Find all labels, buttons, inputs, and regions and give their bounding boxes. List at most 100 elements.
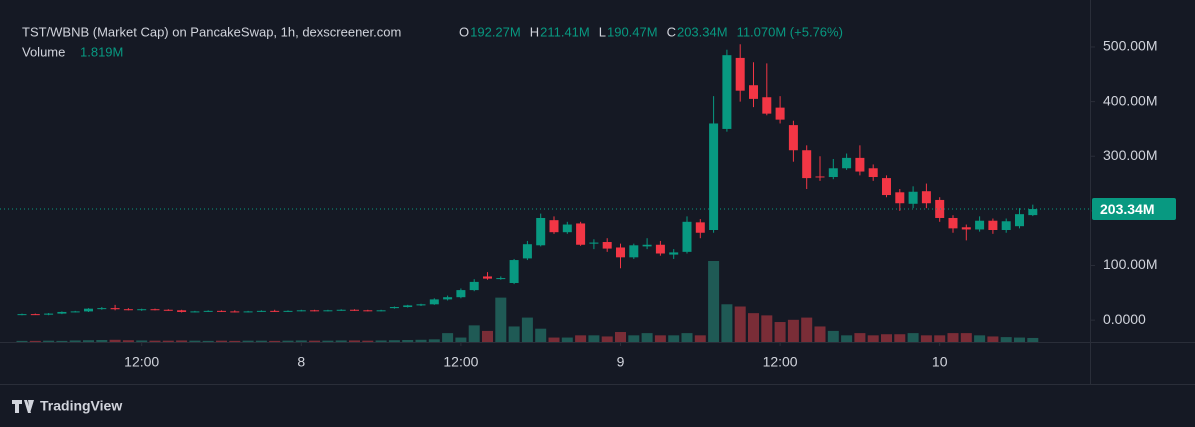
volume-bar (734, 306, 746, 342)
volume-bar (748, 313, 759, 342)
candle-body (842, 157, 852, 169)
volume-bar (56, 340, 68, 342)
candle-body (150, 309, 160, 311)
candle-body (190, 311, 200, 313)
volume-bar (668, 335, 680, 342)
volume-bar (1027, 337, 1039, 342)
candle-body (562, 224, 572, 233)
volume-bar (920, 335, 932, 342)
volume-bar (881, 334, 892, 342)
volume-bar (335, 340, 347, 342)
x-tick-label: 9 (617, 354, 625, 370)
candle-body (363, 310, 373, 312)
candle-body (44, 313, 54, 315)
candle-body (123, 309, 133, 311)
candle-body (828, 168, 838, 178)
candle-body (243, 311, 253, 313)
candle-body (270, 310, 280, 312)
y-tick-label: 0.0000 (1103, 311, 1146, 327)
candle-body (536, 217, 546, 246)
candle-body (350, 309, 359, 311)
y-tick-label: 400.00M (1103, 92, 1157, 108)
candle-body (57, 311, 67, 314)
volume-bar (83, 340, 94, 342)
candle-body (815, 176, 825, 178)
candle-body (855, 157, 865, 172)
volume-bar (561, 337, 573, 342)
candle-body (522, 244, 532, 259)
candle-body (602, 242, 612, 249)
candle-body (70, 311, 80, 313)
brand-logo (12, 400, 34, 413)
candle-body (709, 123, 719, 231)
volume-bar (255, 340, 267, 342)
legend-value: 211.41M (540, 24, 590, 39)
volume-bar (122, 340, 134, 342)
volume-bar (176, 340, 188, 342)
candle-body (84, 308, 93, 312)
legend-value: 190.47M (607, 24, 658, 39)
candle-body (961, 227, 971, 230)
volume-bar (654, 335, 666, 342)
candle-body (443, 297, 453, 300)
volume-bar (535, 328, 547, 342)
candle-body (336, 309, 346, 311)
volume-bar (468, 325, 480, 342)
chart-title: TST/WBNB (Market Cap) on PancakeSwap, 1h… (22, 24, 401, 39)
volume-bar (229, 340, 241, 342)
volume-bar (16, 340, 28, 342)
candle-body (935, 199, 945, 218)
legend-value: 203.34M (677, 24, 728, 39)
volume-bar (202, 340, 214, 342)
volume-bar (96, 340, 108, 342)
legend-key: L (599, 24, 606, 39)
volume-bar (934, 335, 946, 342)
y-tick-label: 500.00M (1103, 38, 1157, 54)
legend-key: C (667, 24, 676, 39)
volume-bar (894, 334, 906, 342)
legend-key: O (459, 24, 469, 39)
legend-key: H (530, 24, 539, 39)
candle-body (921, 191, 931, 204)
candle-body (456, 290, 466, 298)
volume-bar (987, 336, 999, 342)
overlay: TST/WBNB (Market Cap) on PancakeSwap, 1h… (22, 24, 1176, 221)
volume-bar (69, 340, 81, 342)
volume-bar (482, 330, 493, 342)
volume-bar (694, 335, 706, 342)
volume-bar (615, 332, 626, 342)
volume-bar (801, 317, 813, 342)
volume-value: 1.819M (80, 44, 123, 59)
volume-bar (29, 340, 41, 342)
candle-body (17, 314, 27, 316)
candle-body (882, 178, 891, 196)
volume-bar (162, 340, 174, 342)
volume-bar (149, 340, 161, 342)
candle-body (762, 97, 772, 114)
candle-body (749, 85, 758, 99)
x-tick-label: 8 (297, 354, 305, 370)
pane-background (0, 0, 1195, 385)
volume-bar (841, 335, 853, 342)
volume-bar (1014, 337, 1025, 342)
last-price-tag (1092, 198, 1176, 221)
candle-body (908, 191, 918, 204)
candle-body (163, 309, 173, 311)
volume-bar (402, 340, 414, 342)
candle-body (483, 276, 492, 279)
volume-bar (282, 340, 294, 342)
volume-bar (269, 340, 281, 342)
y-tick-label: 300.00M (1103, 147, 1157, 163)
volume-bar (814, 326, 826, 342)
candle-body (30, 314, 40, 316)
volume-bar (827, 330, 839, 342)
candle-body (788, 125, 798, 151)
volume-bar (388, 340, 400, 342)
plot: 0.0000 100.00M 300.00M 400.00M 500.00M 12:00 8… (0, 38, 1157, 370)
candle-body (722, 55, 732, 129)
y-tick-label: 100.00M (1103, 256, 1157, 272)
volume-bar (415, 339, 427, 342)
volume-bar (947, 333, 959, 342)
candle-body (802, 150, 812, 179)
candle-body (948, 217, 958, 229)
